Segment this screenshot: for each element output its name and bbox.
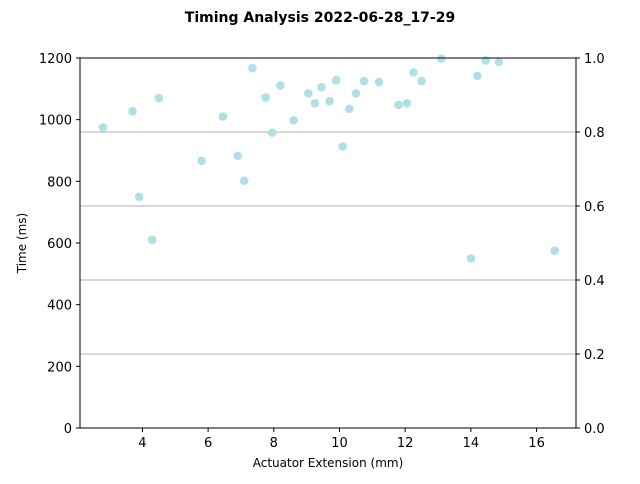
y-axis-label: Time (ms) bbox=[15, 213, 29, 275]
y2-tick-label: 0.4 bbox=[584, 274, 605, 289]
y-axis-right: 0.0 0.2 0.4 0.6 0.8 1.0 bbox=[576, 52, 605, 437]
data-point bbox=[289, 115, 298, 125]
data-point bbox=[317, 82, 326, 92]
y2-tick-label: 1.0 bbox=[584, 52, 605, 67]
data-point bbox=[310, 99, 320, 108]
y-tick-label: 0 bbox=[64, 422, 72, 437]
y2-tick-label: 0.8 bbox=[584, 126, 605, 141]
data-point bbox=[338, 142, 348, 151]
x-tick-label: 6 bbox=[204, 436, 212, 451]
x-tick-label: 16 bbox=[528, 436, 545, 451]
data-point bbox=[481, 56, 490, 65]
data-point bbox=[303, 89, 313, 98]
data-point bbox=[134, 192, 144, 202]
y2-tick-label: 0.0 bbox=[584, 422, 605, 437]
y2-tick-label: 0.6 bbox=[584, 200, 605, 215]
data-point bbox=[437, 54, 446, 63]
data-point bbox=[267, 128, 277, 137]
grid-layer bbox=[80, 131, 576, 355]
data-point bbox=[359, 76, 369, 86]
y-tick-label: 1200 bbox=[39, 52, 72, 67]
x-tick-label: 12 bbox=[397, 436, 414, 451]
y-tick-label: 600 bbox=[47, 237, 72, 252]
data-point bbox=[325, 96, 334, 106]
data-point bbox=[466, 254, 476, 263]
data-point bbox=[197, 156, 206, 165]
data-point bbox=[98, 123, 108, 132]
data-point bbox=[374, 77, 384, 87]
x-tick-label: 14 bbox=[463, 436, 480, 451]
data-point bbox=[494, 57, 504, 67]
data-point bbox=[473, 71, 482, 81]
x-tick-label: 10 bbox=[331, 436, 348, 451]
data-point bbox=[128, 107, 137, 116]
y-tick-label: 800 bbox=[47, 175, 72, 190]
y-tick-label: 400 bbox=[47, 299, 72, 314]
data-point bbox=[261, 93, 270, 102]
data-point bbox=[233, 151, 242, 161]
x-axis: 4 6 8 10 12 14 16 bbox=[138, 428, 545, 451]
data-point bbox=[351, 89, 361, 98]
y-tick-label: 200 bbox=[47, 360, 72, 375]
points-layer bbox=[98, 54, 559, 263]
data-point bbox=[331, 75, 341, 85]
y-axis-left: 0 200 400 600 800 1000 1200 bbox=[39, 52, 80, 437]
data-point bbox=[154, 93, 164, 103]
data-point bbox=[218, 112, 228, 121]
data-point bbox=[550, 246, 559, 256]
y-tick-label: 1000 bbox=[39, 114, 72, 129]
data-point bbox=[248, 63, 257, 73]
data-point bbox=[345, 104, 354, 114]
x-tick-label: 8 bbox=[270, 436, 278, 451]
data-point bbox=[239, 176, 249, 186]
data-point bbox=[394, 100, 403, 110]
chart-title: Timing Analysis 2022-06-28_17-29 bbox=[185, 10, 455, 26]
data-point bbox=[409, 68, 418, 77]
x-axis-label: Actuator Extension (mm) bbox=[253, 456, 404, 470]
data-point bbox=[276, 81, 285, 90]
y2-tick-label: 0.2 bbox=[584, 348, 605, 363]
data-point bbox=[147, 235, 157, 245]
x-tick-label: 4 bbox=[138, 436, 146, 451]
data-point bbox=[417, 76, 426, 86]
data-point bbox=[402, 99, 412, 108]
